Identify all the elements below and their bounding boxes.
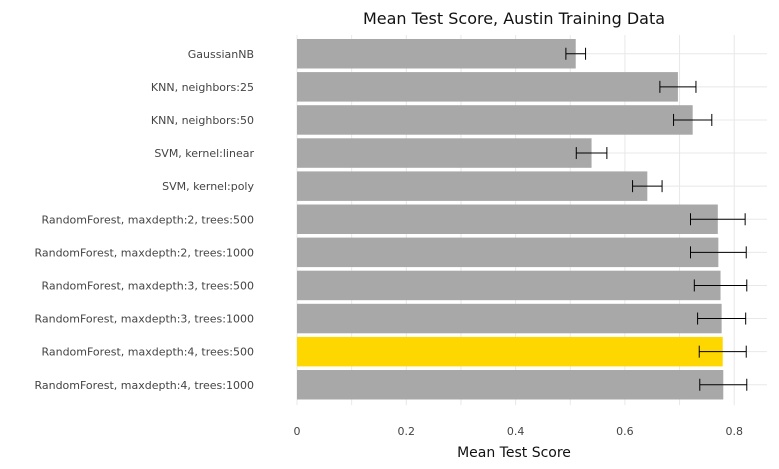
y-tick-label: RandomForest, maxdepth:2, trees:500 [41, 213, 254, 226]
x-tick-label: 0.4 [507, 425, 525, 438]
error-bar [689, 246, 747, 259]
y-tick-label: KNN, neighbors:25 [151, 81, 254, 94]
chart-title: Mean Test Score, Austin Training Data [363, 9, 665, 28]
bar [297, 370, 724, 400]
bar [297, 72, 678, 102]
error-bar [659, 80, 697, 93]
y-tick-label: RandomForest, maxdepth:4, trees:500 [41, 346, 254, 359]
x-tick-label: 0.2 [398, 425, 416, 438]
y-tick-label: KNN, neighbors:50 [151, 114, 254, 127]
x-tick-labels: 0 0.2 0.4 0.6 0.8 [294, 425, 743, 438]
x-axis-label: Mean Test Score [457, 445, 571, 461]
error-bar [697, 312, 747, 325]
bar [297, 138, 592, 168]
bar [297, 39, 576, 69]
error-bar [698, 345, 747, 358]
bar [297, 105, 693, 135]
error-bar [699, 378, 748, 391]
y-tick-label: SVM, kernel:poly [162, 180, 254, 193]
error-bars [565, 47, 748, 391]
bar [297, 303, 722, 334]
error-bar [575, 147, 608, 160]
y-tick-label: RandomForest, maxdepth:2, trees:1000 [34, 246, 254, 259]
x-tick-label: 0 [294, 425, 301, 438]
error-bar [673, 113, 713, 126]
y-tick-label: RandomForest, maxdepth:4, trees:1000 [34, 379, 254, 392]
error-bar [693, 279, 748, 292]
error-bar [632, 180, 663, 193]
y-tick-label: RandomForest, maxdepth:3, trees:1000 [34, 313, 254, 326]
y-tick-label: RandomForest, maxdepth:3, trees:500 [41, 279, 254, 292]
x-tick-label: 0.8 [725, 425, 743, 438]
bar [297, 237, 719, 268]
bar-highlighted [297, 336, 723, 367]
y-tick-labels: GaussianNB KNN, neighbors:25 KNN, neighbor… [34, 48, 254, 392]
bar [297, 270, 721, 301]
x-tick-label: 0.6 [616, 425, 634, 438]
bars [297, 39, 724, 400]
bar [297, 171, 648, 201]
error-bar [565, 47, 587, 60]
y-tick-label: SVM, kernel:linear [154, 147, 254, 160]
y-tick-label: GaussianNB [188, 48, 254, 61]
bar [297, 204, 718, 234]
error-bar [689, 213, 746, 226]
